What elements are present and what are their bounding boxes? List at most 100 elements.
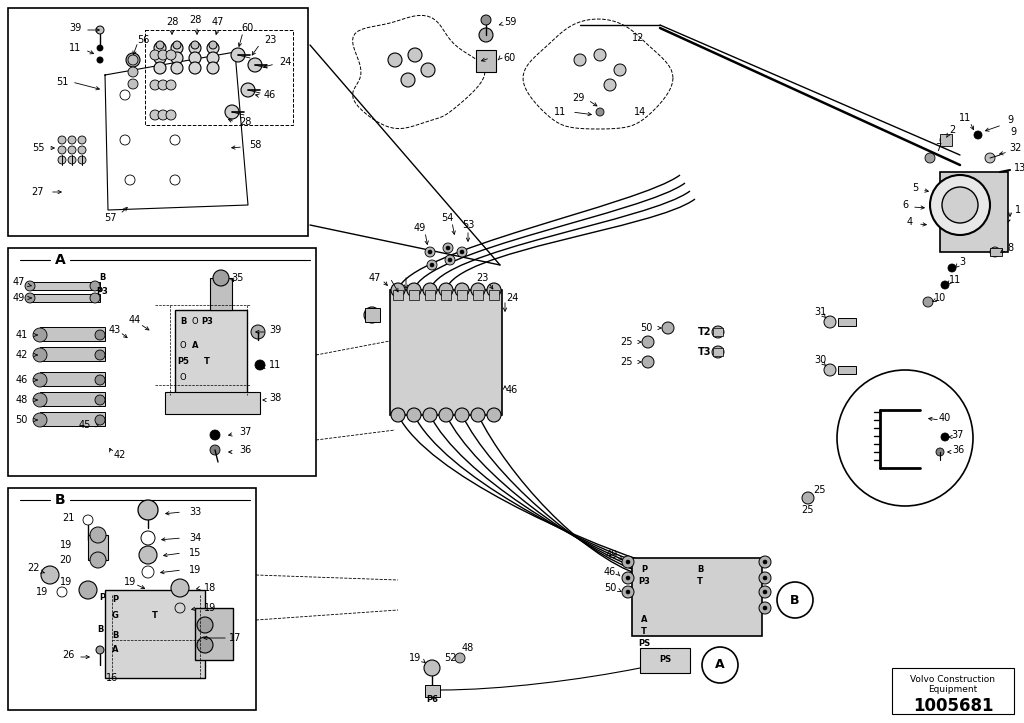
- Circle shape: [97, 57, 103, 63]
- Text: 18: 18: [204, 583, 216, 593]
- Text: 43: 43: [109, 325, 121, 335]
- Circle shape: [95, 375, 105, 385]
- Circle shape: [487, 283, 501, 297]
- Bar: [8, 488, 256, 710]
- Text: 10: 10: [934, 293, 946, 303]
- Text: 23: 23: [476, 273, 488, 283]
- Circle shape: [401, 73, 415, 87]
- Circle shape: [33, 393, 47, 407]
- Bar: [457, 290, 467, 300]
- Bar: [40, 347, 105, 361]
- Bar: [441, 290, 451, 300]
- Circle shape: [430, 263, 434, 267]
- Circle shape: [990, 247, 1000, 257]
- Text: 19: 19: [59, 577, 72, 587]
- Circle shape: [985, 153, 995, 163]
- Circle shape: [95, 330, 105, 340]
- Text: 54: 54: [440, 213, 454, 223]
- Circle shape: [391, 408, 406, 422]
- Text: P: P: [641, 565, 647, 575]
- Circle shape: [58, 156, 66, 164]
- Text: 36: 36: [952, 445, 965, 455]
- Text: 41: 41: [15, 330, 28, 340]
- Circle shape: [759, 572, 771, 584]
- Text: G: G: [112, 610, 119, 620]
- Text: P5: P5: [177, 357, 189, 367]
- Text: 49: 49: [12, 293, 25, 303]
- Circle shape: [128, 67, 138, 77]
- Text: 12: 12: [632, 33, 644, 43]
- Circle shape: [173, 41, 181, 49]
- Circle shape: [154, 52, 166, 64]
- Circle shape: [455, 653, 465, 663]
- Circle shape: [166, 110, 176, 120]
- Text: 46: 46: [264, 90, 276, 100]
- Text: 45: 45: [79, 420, 91, 430]
- Text: 11: 11: [958, 113, 971, 123]
- Text: 47: 47: [212, 17, 224, 27]
- Text: 19: 19: [36, 587, 48, 597]
- Circle shape: [95, 395, 105, 405]
- Circle shape: [90, 281, 100, 291]
- Circle shape: [777, 582, 813, 618]
- Text: 59: 59: [504, 17, 516, 27]
- Text: 57: 57: [103, 213, 117, 223]
- Text: 24: 24: [279, 57, 291, 67]
- Text: 11: 11: [69, 43, 81, 53]
- Circle shape: [95, 350, 105, 360]
- Circle shape: [197, 637, 213, 653]
- Text: A: A: [715, 659, 725, 672]
- Text: 11: 11: [554, 107, 566, 117]
- Text: 53: 53: [462, 220, 474, 230]
- Circle shape: [210, 445, 220, 455]
- Circle shape: [128, 55, 138, 65]
- Bar: [838, 366, 856, 374]
- Text: 1: 1: [1015, 205, 1021, 215]
- Circle shape: [948, 264, 956, 272]
- Bar: [88, 535, 108, 560]
- Text: 25: 25: [621, 337, 633, 347]
- Circle shape: [626, 560, 630, 564]
- Circle shape: [802, 492, 814, 504]
- Text: 11: 11: [949, 275, 962, 285]
- Circle shape: [207, 52, 219, 64]
- Text: A: A: [641, 615, 647, 625]
- Circle shape: [455, 408, 469, 422]
- Text: P3: P3: [638, 578, 650, 586]
- Text: O: O: [191, 317, 199, 327]
- Circle shape: [189, 62, 201, 74]
- Circle shape: [96, 26, 104, 34]
- Circle shape: [622, 572, 634, 584]
- Text: P: P: [99, 594, 105, 602]
- Text: A: A: [112, 646, 118, 654]
- Text: 19: 19: [188, 565, 201, 575]
- Circle shape: [210, 430, 220, 440]
- Polygon shape: [105, 52, 248, 210]
- Bar: [195, 608, 233, 660]
- Text: B: B: [112, 630, 118, 640]
- Circle shape: [158, 50, 168, 60]
- Circle shape: [255, 360, 265, 370]
- Text: 13: 13: [1014, 163, 1024, 173]
- Circle shape: [170, 175, 180, 185]
- Circle shape: [407, 283, 421, 297]
- Text: 37: 37: [952, 430, 965, 440]
- Text: 22: 22: [28, 563, 40, 573]
- Bar: [8, 8, 308, 236]
- Circle shape: [439, 408, 453, 422]
- Text: 11: 11: [269, 360, 282, 370]
- Text: 5: 5: [912, 183, 919, 193]
- Text: P3: P3: [201, 317, 213, 327]
- Text: 39: 39: [269, 325, 282, 335]
- Circle shape: [439, 283, 453, 297]
- Circle shape: [95, 415, 105, 425]
- Circle shape: [423, 283, 437, 297]
- Bar: [40, 392, 105, 406]
- Circle shape: [154, 42, 166, 54]
- Circle shape: [424, 660, 440, 676]
- Text: 15: 15: [188, 548, 201, 558]
- Circle shape: [68, 156, 76, 164]
- Bar: [390, 290, 502, 415]
- Circle shape: [150, 110, 160, 120]
- Circle shape: [388, 53, 402, 67]
